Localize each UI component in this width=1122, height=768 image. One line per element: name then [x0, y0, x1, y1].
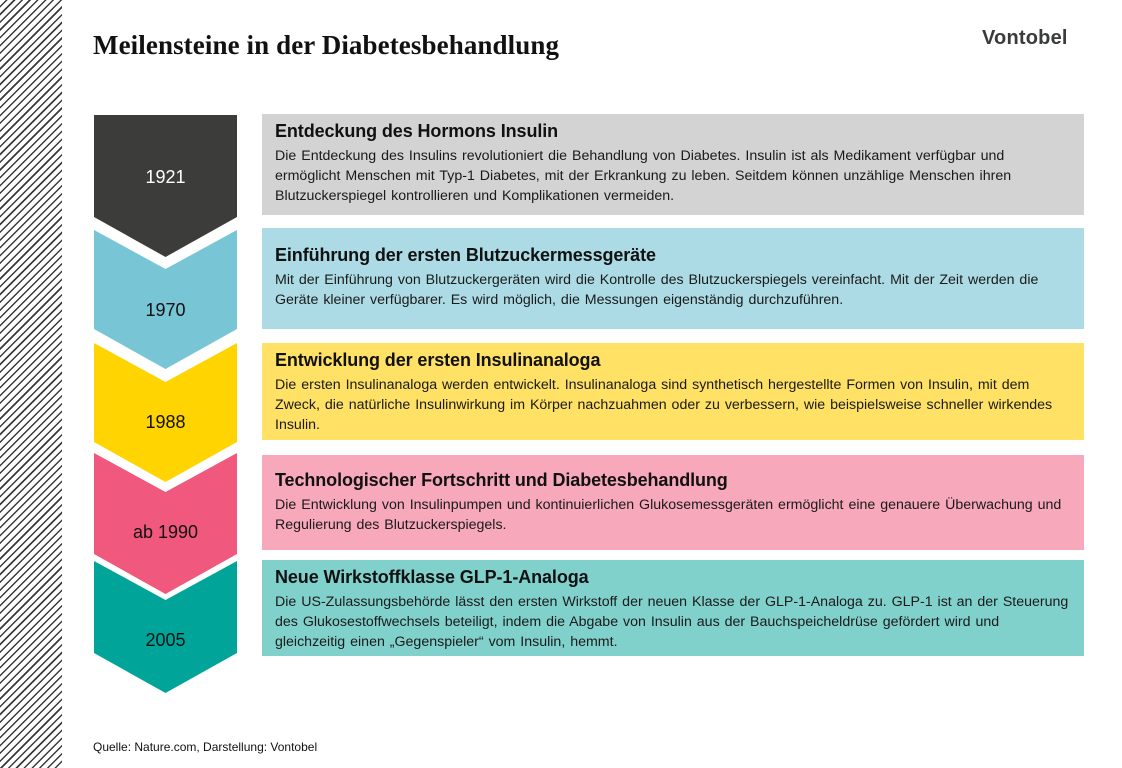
milestone-card-1990: Technologischer Fortschritt und Diabetes… [262, 455, 1084, 550]
milestone-description: Die US-Zulassungsbehörde lässt den erste… [275, 594, 1069, 650]
milestone-card-1921: Entdeckung des Hormons Insulin Die Entde… [262, 114, 1084, 215]
milestone-card-1970: Einführung der ersten Blutzuckermessgerä… [262, 228, 1084, 329]
chevron-shape-icon [94, 115, 237, 257]
chevron-shape-icon [94, 343, 237, 482]
milestone-year: 1988 [145, 412, 186, 432]
chevron-shape-icon [94, 561, 237, 693]
chevron-shape-icon [94, 230, 237, 369]
milestone-year: 2005 [145, 630, 186, 650]
page-title: Meilensteine in der Diabetesbehandlung [93, 30, 560, 60]
milestone-heading: Einführung der ersten Blutzuckermessgerä… [275, 245, 656, 265]
milestone-description: Die Entdeckung des Insulins revolutionie… [275, 148, 1012, 204]
milestone-heading: Entwicklung der ersten Insulinanaloga [275, 350, 601, 370]
milestone-heading: Technologischer Fortschritt und Diabetes… [275, 470, 728, 490]
milestone-description: Die Entwicklung von Insulinpumpen und ko… [275, 497, 1062, 533]
milestone-chevron-1970: 1970 [94, 230, 237, 370]
milestone-description: Die ersten Insulinanaloga werden entwick… [275, 377, 1053, 433]
milestone-card-2005: Neue Wirkstoffklasse GLP-1-Analoga Die U… [262, 560, 1084, 656]
milestone-heading: Neue Wirkstoffklasse GLP-1-Analoga [275, 567, 589, 587]
milestone-chevron-1990: ab 1990 [94, 453, 237, 595]
source-note: Quelle: Nature.com, Darstellung: Vontobe… [93, 740, 318, 754]
milestone-heading: Entdeckung des Hormons Insulin [275, 121, 559, 141]
vontobel-logo: Vontobel [982, 27, 1068, 49]
hatched-side-strip [0, 0, 62, 768]
chevron-shape-icon [94, 453, 237, 594]
milestone-year: 1970 [145, 300, 186, 320]
milestone-description: Mit der Einführung von Blutzuckergeräten… [275, 272, 1039, 308]
milestone-year: 1921 [145, 167, 186, 187]
milestone-chevron-1921: 1921 [94, 115, 237, 258]
milestone-year: ab 1990 [132, 522, 199, 542]
milestone-card-1988: Entwicklung der ersten Insulinanaloga Di… [262, 343, 1084, 440]
milestone-chevron-2005: 2005 [94, 561, 237, 694]
milestone-chevron-1988: 1988 [94, 343, 237, 483]
